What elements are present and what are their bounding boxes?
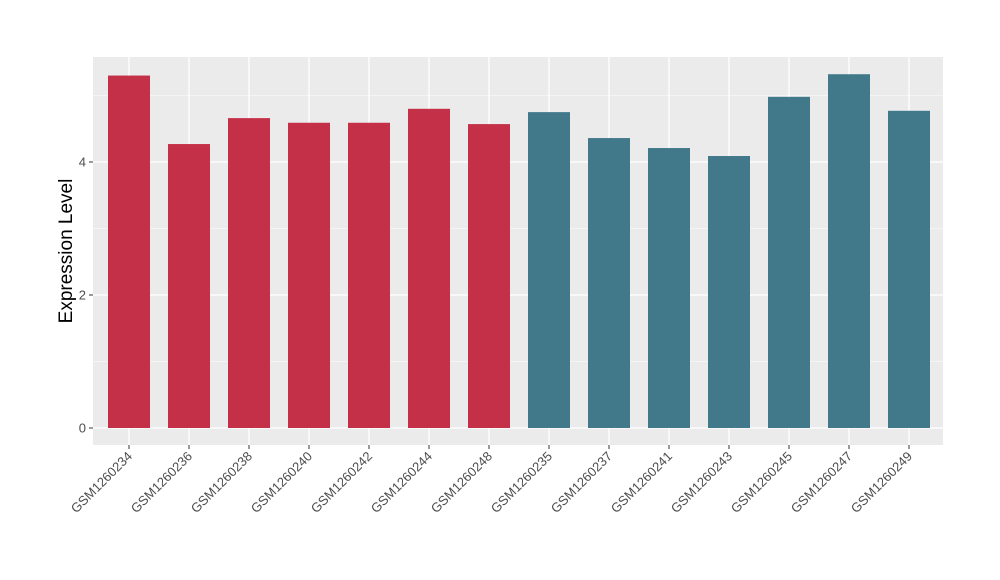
bar-GSM1260248 xyxy=(468,124,510,428)
y-tick-label: 4 xyxy=(79,155,86,170)
y-axis: 0 2 4 xyxy=(79,155,93,436)
y-tick-label: 2 xyxy=(79,288,86,303)
x-tick-label: GSM1260248 xyxy=(428,449,495,516)
bar-GSM1260235 xyxy=(528,112,570,428)
bar-GSM1260238 xyxy=(228,118,270,429)
x-tick-label: GSM1260236 xyxy=(128,449,195,516)
x-tick-label: GSM1260243 xyxy=(668,449,735,516)
x-tick-label: GSM1260237 xyxy=(548,449,615,516)
bar-GSM1260240 xyxy=(288,122,330,428)
x-tick-label: GSM1260238 xyxy=(188,449,255,516)
bar-GSM1260236 xyxy=(168,144,210,429)
bar-GSM1260249 xyxy=(888,110,930,429)
bar-GSM1260241 xyxy=(648,148,690,428)
plot-panel xyxy=(93,57,943,445)
bars xyxy=(108,74,930,429)
x-tick-label: GSM1260240 xyxy=(248,449,315,516)
x-tick-label: GSM1260235 xyxy=(488,449,555,516)
bar-GSM1260245 xyxy=(768,96,810,428)
bar-GSM1260234 xyxy=(108,75,150,429)
bar-GSM1260247 xyxy=(828,74,870,428)
x-tick-label: GSM1260245 xyxy=(728,449,795,516)
x-tick-label: GSM1260249 xyxy=(848,449,915,516)
y-tick-label: 0 xyxy=(79,421,86,436)
bar-GSM1260244 xyxy=(408,108,450,429)
bar-GSM1260242 xyxy=(348,122,390,428)
x-tick-label: GSM1260244 xyxy=(368,449,435,516)
x-tick-label: GSM1260242 xyxy=(308,449,375,516)
y-axis-label: Expression Level xyxy=(56,179,77,324)
x-axis: GSM1260234GSM1260236GSM1260238GSM1260240… xyxy=(68,445,915,516)
bar-GSM1260237 xyxy=(588,138,630,428)
x-tick-label: GSM1260234 xyxy=(68,449,135,516)
x-tick-label: GSM1260247 xyxy=(788,449,855,516)
bar-GSM1260243 xyxy=(708,156,750,428)
x-tick-label: GSM1260241 xyxy=(608,449,675,516)
